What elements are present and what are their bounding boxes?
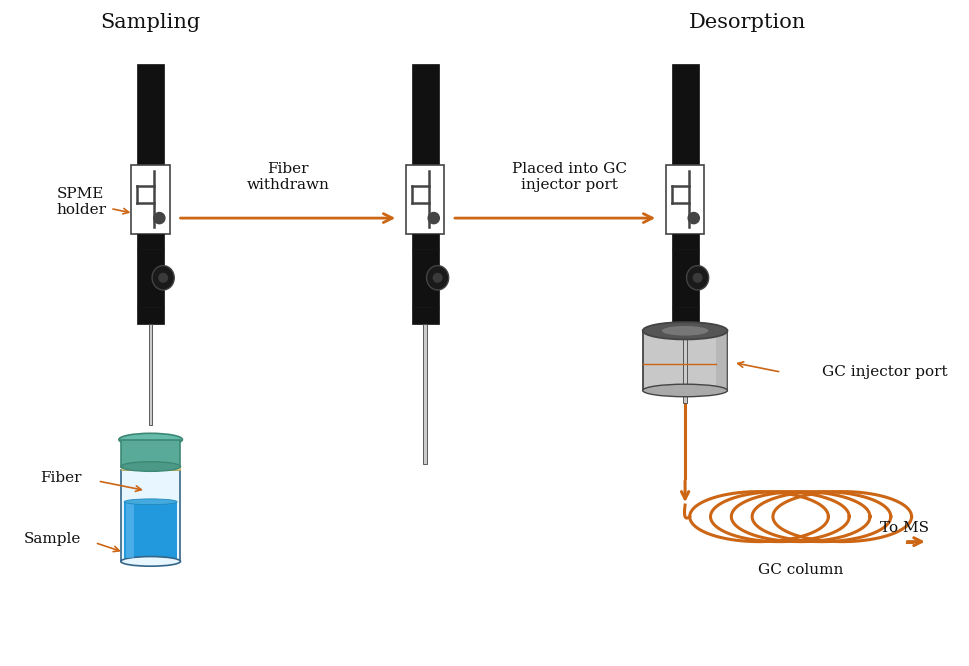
Bar [423, 324, 426, 464]
Ellipse shape [686, 266, 708, 290]
Text: Sample: Sample [24, 531, 81, 545]
Bar [406, 165, 445, 234]
Ellipse shape [693, 273, 703, 283]
Text: GC injector port: GC injector port [822, 365, 948, 379]
Circle shape [428, 212, 439, 224]
Text: GC column: GC column [758, 563, 843, 577]
Ellipse shape [426, 266, 449, 290]
Circle shape [154, 212, 165, 224]
Ellipse shape [119, 434, 182, 446]
Text: Desorption: Desorption [689, 13, 806, 32]
Bar [126, 501, 135, 559]
Ellipse shape [662, 326, 708, 336]
Text: Fiber
withdrawn: Fiber withdrawn [246, 162, 329, 192]
Bar [683, 324, 687, 403]
Ellipse shape [432, 273, 443, 283]
Bar [672, 249, 699, 306]
Bar [124, 501, 177, 559]
Bar [672, 306, 699, 324]
Ellipse shape [121, 462, 180, 472]
Text: Placed into GC
injector port: Placed into GC injector port [512, 162, 627, 192]
Bar [121, 466, 180, 470]
Bar [121, 470, 180, 561]
Ellipse shape [124, 499, 177, 505]
Bar [412, 234, 439, 249]
Bar [138, 249, 164, 306]
Ellipse shape [158, 273, 169, 283]
Bar [412, 306, 439, 324]
Bar [138, 306, 164, 324]
Text: SPME
holder: SPME holder [56, 186, 107, 217]
Text: To MS: To MS [880, 521, 928, 535]
Ellipse shape [642, 322, 728, 340]
Ellipse shape [152, 266, 174, 290]
Circle shape [688, 212, 700, 224]
Bar [412, 249, 439, 306]
Bar [121, 440, 180, 466]
Text: Fiber: Fiber [40, 471, 81, 485]
Bar [666, 165, 704, 234]
Ellipse shape [121, 557, 180, 566]
Bar [672, 64, 699, 165]
Bar [138, 234, 164, 249]
Bar [149, 324, 152, 425]
Bar [716, 331, 728, 390]
Bar [412, 64, 439, 165]
Bar [642, 331, 728, 390]
Bar [132, 165, 170, 234]
Bar [672, 234, 699, 249]
Bar [138, 64, 164, 165]
Text: Sampling: Sampling [101, 13, 201, 32]
Ellipse shape [642, 384, 728, 397]
